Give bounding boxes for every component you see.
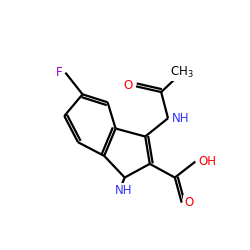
Text: OH: OH (199, 155, 217, 168)
Text: O: O (184, 196, 193, 209)
Text: NH: NH (172, 112, 189, 125)
Text: CH$_3$: CH$_3$ (170, 65, 194, 80)
Text: NH: NH (115, 184, 132, 198)
Text: F: F (56, 66, 62, 79)
Text: O: O (124, 79, 133, 92)
